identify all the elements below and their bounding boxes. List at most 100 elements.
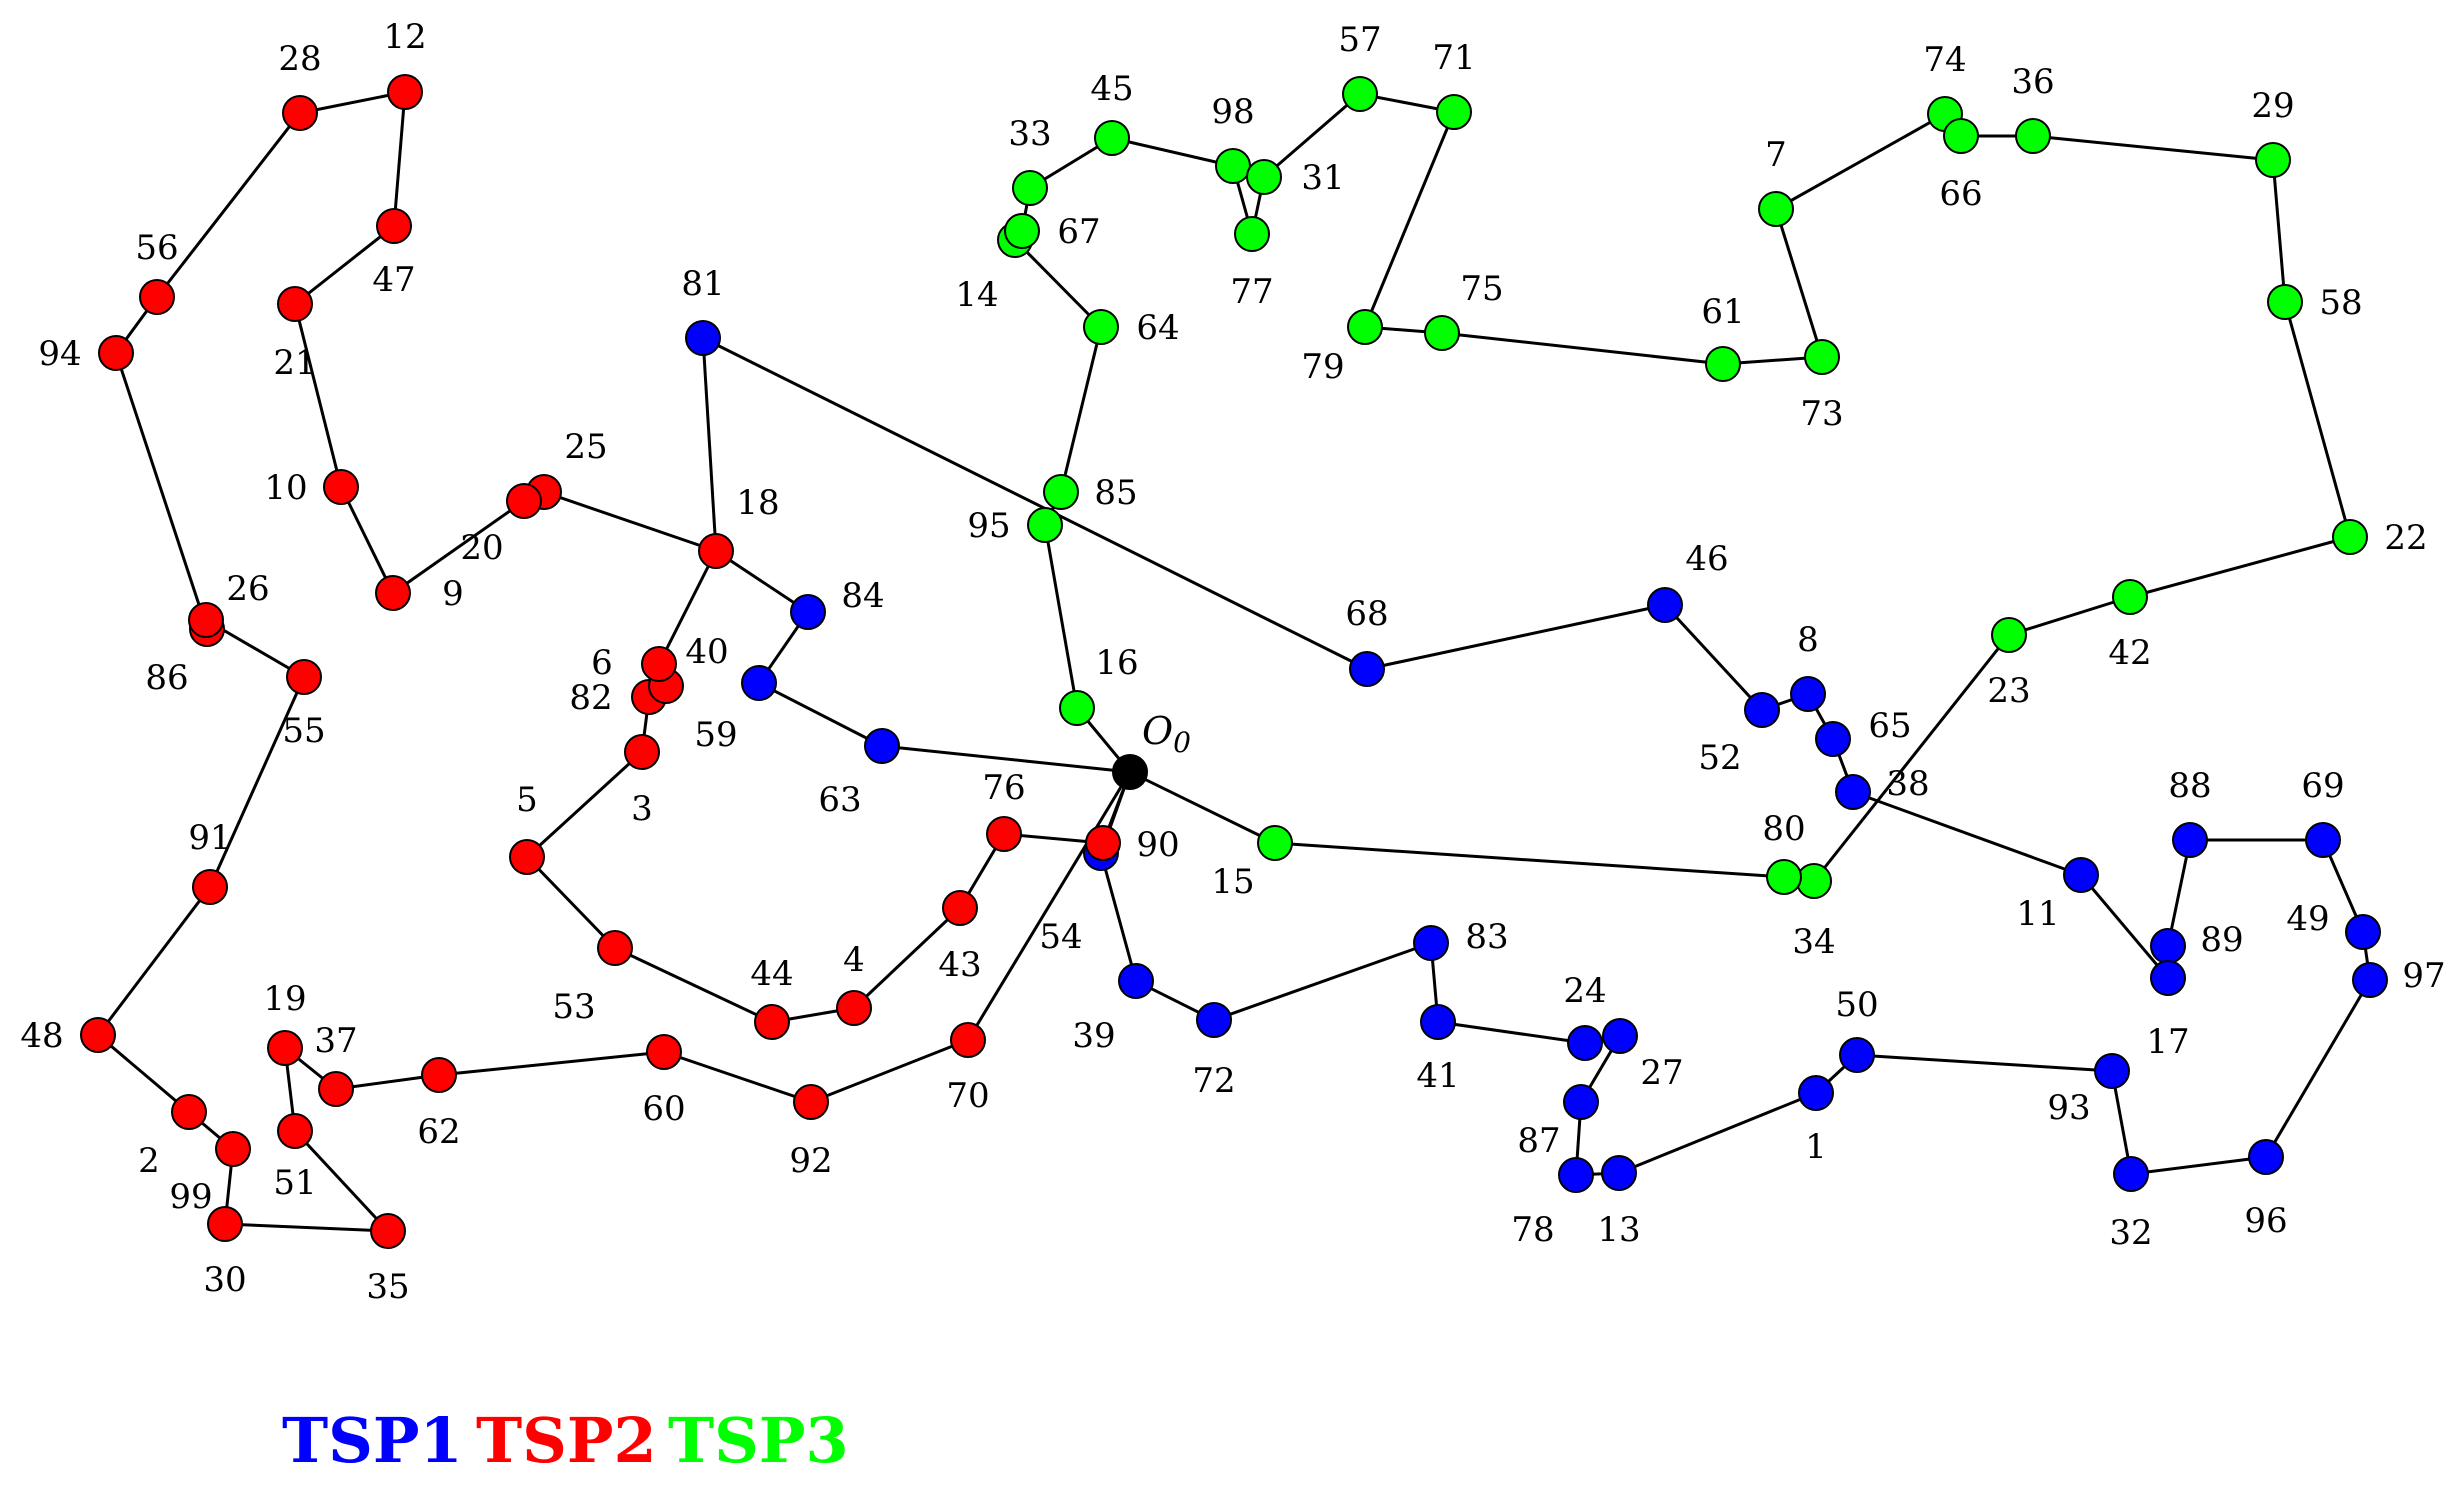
- route-edge: [96, 886, 212, 1036]
- route-edge: [392, 91, 407, 227]
- node-9: [375, 575, 411, 611]
- node-label-82: 82: [569, 678, 612, 718]
- node-label-71: 71: [1432, 38, 1475, 78]
- route-edge: [1437, 1020, 1586, 1045]
- node-label-93: 93: [2047, 1088, 2090, 1128]
- route-edge: [1856, 1053, 2113, 1073]
- node-label-57: 57: [1338, 20, 1381, 60]
- node-label-78: 78: [1511, 1210, 1554, 1250]
- node-71: [1436, 94, 1472, 130]
- route-edge: [2129, 535, 2351, 599]
- tour-tsp3-edges: [1013, 92, 2352, 883]
- node-label-88: 88: [2168, 766, 2211, 806]
- route-edge: [293, 303, 343, 488]
- node-label-74: 74: [1923, 40, 1966, 80]
- node-33: [1012, 170, 1048, 206]
- node-17: [2150, 960, 2186, 996]
- route-edge: [293, 1129, 390, 1233]
- node-label-76: 76: [982, 768, 1025, 808]
- node-46: [1647, 587, 1683, 623]
- node-label-49: 49: [2286, 899, 2329, 939]
- node-84: [790, 594, 826, 630]
- node-label-75: 75: [1460, 269, 1503, 309]
- node-label-27: 27: [1640, 1053, 1683, 1093]
- legend-item-tsp2: TSP2: [476, 1404, 657, 1477]
- node-22: [2332, 519, 2368, 555]
- node-53: [597, 930, 633, 966]
- node-label-34: 34: [1792, 922, 1835, 962]
- node-label-50: 50: [1835, 985, 1878, 1025]
- node-36: [2015, 118, 2051, 154]
- node-8: [1790, 676, 1826, 712]
- node-label-86: 86: [145, 658, 188, 698]
- node-52: [1744, 692, 1780, 728]
- node-34: [1796, 863, 1832, 899]
- node-23: [1991, 617, 2027, 653]
- node-87: [1563, 1084, 1599, 1120]
- route-edge: [810, 1038, 969, 1104]
- route-edge: [2130, 1155, 2267, 1176]
- node-label-79: 79: [1301, 347, 1344, 387]
- node-93: [2094, 1053, 2130, 1089]
- node-label-43: 43: [938, 945, 981, 985]
- node-label-24: 24: [1563, 971, 1606, 1011]
- node-label-7: 7: [1765, 135, 1787, 175]
- node-92: [793, 1084, 829, 1120]
- node-31: [1246, 159, 1282, 195]
- node-label-83: 83: [1465, 917, 1508, 957]
- node-label-5: 5: [516, 780, 538, 820]
- node-label-25: 25: [564, 427, 607, 467]
- route-edge: [294, 224, 395, 306]
- node-label-64: 64: [1136, 308, 1179, 348]
- route-edge: [2271, 159, 2287, 303]
- node-label-53: 53: [552, 987, 595, 1027]
- node-97: [2352, 962, 2388, 998]
- depot: O0: [1112, 709, 1191, 790]
- node-label-38: 38: [1886, 764, 1929, 804]
- route-edge: [543, 490, 717, 553]
- node-80: [1766, 859, 1802, 895]
- node-label-66: 66: [1939, 174, 1982, 214]
- node-label-67: 67: [1057, 212, 1100, 252]
- node-label-14: 14: [955, 275, 998, 315]
- legend-item-tsp1: TSP1: [282, 1404, 463, 1477]
- route-edge: [1274, 841, 1785, 879]
- node-label-55: 55: [282, 711, 325, 751]
- node-45: [1094, 120, 1130, 156]
- node-label-2: 2: [138, 1141, 160, 1181]
- node-28: [282, 95, 318, 131]
- node-70: [950, 1022, 986, 1058]
- node-13: [1601, 1155, 1637, 1191]
- route-edge: [1363, 111, 1456, 328]
- legend-item-tsp3: TSP3: [668, 1404, 849, 1477]
- node-label-26: 26: [226, 569, 269, 609]
- node-6: [641, 646, 677, 682]
- route-edge: [966, 771, 1132, 1041]
- route-edge: [1441, 331, 1724, 366]
- node-label-45: 45: [1090, 69, 1133, 109]
- node-19: [267, 1030, 303, 1066]
- node-label-10: 10: [264, 468, 307, 508]
- node-label-20: 20: [460, 528, 503, 568]
- node-39: [1118, 963, 1154, 999]
- node-85: [1043, 474, 1079, 510]
- node-label-30: 30: [203, 1260, 246, 1300]
- node-label-12: 12: [383, 17, 426, 57]
- node-24: [1567, 1025, 1603, 1061]
- node-15: [1257, 825, 1293, 861]
- route-edge: [1013, 238, 1103, 329]
- node-label-98: 98: [1211, 92, 1254, 132]
- node-65: [1815, 721, 1851, 757]
- legend: TSP1 TSP2 TSP3: [282, 1404, 849, 1477]
- node-label-42: 42: [2108, 633, 2151, 673]
- route-edge: [1043, 524, 1079, 709]
- node-42: [2112, 579, 2148, 615]
- node-50: [1839, 1037, 1875, 1073]
- node-label-23: 23: [1987, 671, 2030, 711]
- node-label-3: 3: [631, 789, 653, 829]
- node-label-28: 28: [278, 39, 321, 79]
- node-label-35: 35: [366, 1267, 409, 1307]
- node-3: [624, 734, 660, 770]
- route-edge: [881, 744, 1131, 774]
